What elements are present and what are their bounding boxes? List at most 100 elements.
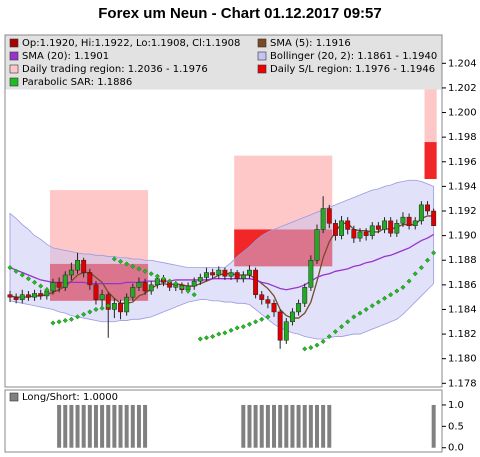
legend-swatch	[9, 392, 19, 402]
bar	[87, 404, 92, 448]
legend-swatch	[9, 38, 19, 48]
y-tick-label: 1.0	[448, 400, 464, 411]
sar-dot	[44, 287, 50, 293]
candle-body	[222, 269, 228, 277]
candle-body	[62, 274, 68, 288]
bar	[290, 404, 295, 448]
candle-body	[197, 277, 203, 282]
sar-dot	[185, 288, 191, 294]
candle-body	[13, 296, 19, 300]
candle-body	[240, 274, 246, 279]
legend-label: Bollinger (20, 2): 1.1861 - 1.1940	[270, 51, 437, 62]
candle-body	[130, 287, 136, 298]
sar-dot	[167, 278, 173, 284]
bar	[253, 404, 258, 448]
sar-dot	[265, 314, 271, 320]
sar-dot	[111, 256, 117, 262]
bar	[431, 404, 436, 448]
bar	[265, 404, 270, 448]
sar-dot	[302, 346, 308, 352]
y-tick-label: 1.198	[448, 132, 477, 143]
sar-dot	[314, 342, 320, 348]
candle-body	[136, 282, 142, 288]
candle-body	[154, 278, 160, 286]
y-tick-label: 1.190	[448, 231, 477, 242]
y-tick-label: 0.0	[448, 443, 464, 454]
sar-dot	[394, 288, 400, 294]
sar-dot	[259, 316, 265, 322]
sar-dot	[38, 283, 44, 289]
candle-body	[332, 223, 338, 236]
candle-body	[308, 259, 314, 288]
bar	[136, 404, 141, 448]
legend-label: Parabolic SAR: 1.1886	[22, 77, 132, 88]
candle-body	[382, 220, 387, 230]
candle-body	[431, 210, 437, 227]
candle-body	[339, 220, 345, 236]
sar-dot	[7, 265, 13, 271]
candle-body	[124, 296, 130, 313]
y-tick-label: 1.178	[448, 378, 477, 389]
sar-dot	[81, 311, 87, 317]
bar	[118, 404, 123, 448]
sar-dot	[240, 324, 246, 330]
legend-swatch	[9, 51, 19, 61]
sar-dot	[308, 345, 314, 351]
sar-dot	[56, 319, 62, 325]
sar-dot	[197, 336, 203, 342]
y-tick-label: 0.5	[448, 421, 464, 432]
sar-dot	[351, 314, 357, 320]
candle-body	[216, 269, 222, 276]
bar	[75, 404, 80, 448]
sar-dot	[406, 278, 412, 284]
sar-dot	[105, 303, 111, 309]
candle-body	[56, 282, 62, 288]
sar-dot	[142, 268, 148, 274]
sar-dot	[357, 310, 363, 316]
sar-dot	[381, 295, 388, 301]
y-tick-label: 1.196	[448, 157, 477, 168]
candle-body	[357, 231, 363, 239]
sar-dot	[246, 321, 253, 327]
sar-dot	[388, 292, 394, 298]
sar-dot	[13, 268, 19, 274]
sar-dot	[228, 327, 234, 333]
sar-dot	[93, 306, 99, 313]
legend-label: SMA (5): 1.1916	[270, 38, 351, 49]
sar-dot	[222, 330, 228, 336]
candle-body	[105, 294, 111, 310]
candle-body	[400, 216, 406, 224]
sar-dot	[431, 250, 437, 256]
sar-dot	[203, 335, 210, 341]
sar-dot	[345, 319, 351, 325]
candle-body	[68, 269, 74, 276]
sar-dot	[25, 276, 31, 282]
indicator-line	[9, 215, 434, 319]
bar	[130, 404, 135, 448]
candle-body	[81, 259, 87, 273]
bar	[241, 404, 246, 448]
sar-dot	[424, 257, 431, 263]
sar-dot	[369, 303, 375, 309]
sar-dot	[320, 338, 326, 345]
sar-dot	[117, 258, 124, 265]
sar-dot	[99, 305, 105, 311]
sar-dot	[130, 263, 136, 269]
candle-body	[253, 269, 259, 295]
sar-dot	[68, 316, 74, 322]
y-tick-label: 1.192	[448, 206, 477, 217]
candle-body	[19, 294, 25, 300]
candle-body	[418, 204, 424, 222]
y-tick-label: 1.182	[448, 329, 477, 340]
candle-body	[271, 303, 277, 313]
candle-body	[351, 229, 357, 239]
bar	[296, 404, 301, 448]
plot-border	[4, 389, 443, 453]
y-tick-label: 1.188	[448, 255, 477, 266]
bar	[308, 404, 313, 448]
y-tick-label: 1.184	[448, 304, 477, 315]
candle-body	[234, 272, 240, 279]
candle-body	[375, 225, 381, 230]
candle-body	[412, 220, 418, 227]
